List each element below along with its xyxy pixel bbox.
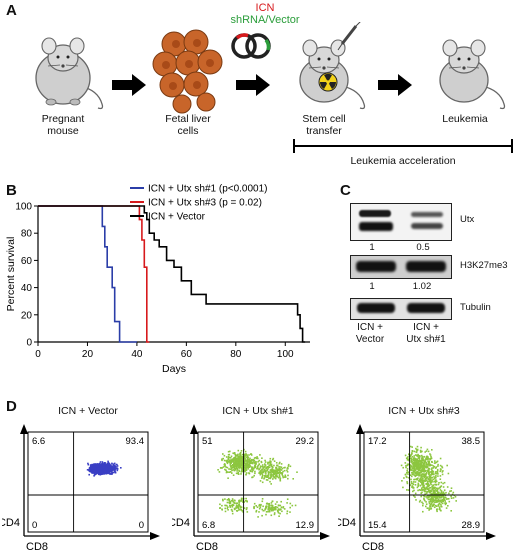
y-axis-title: Percent survival	[5, 237, 17, 312]
cd8-axis-label: CD8	[362, 541, 384, 550]
panel-b-letter: B	[6, 182, 17, 199]
h3k27me3-blot	[350, 255, 452, 279]
tubulin-blot	[350, 298, 452, 320]
cd8-axis-label: CD8	[26, 541, 48, 550]
cd4-axis-label: CD4	[338, 517, 356, 529]
flow-arrow-1	[112, 74, 146, 96]
legend-entry: ICN + Vector	[148, 212, 206, 223]
quadrant-value-bottom-right: 28.9	[462, 520, 481, 531]
x-tick-label: 100	[277, 349, 294, 360]
quadrant-value-top-right: 38.5	[462, 436, 481, 447]
x-tick-label: 80	[230, 349, 242, 360]
quadrant-value-top-right: 29.2	[296, 436, 315, 447]
plasmid-icon	[231, 33, 271, 59]
quadrant-value-top-left: 17.2	[368, 436, 387, 447]
panel-c-letter: C	[340, 182, 351, 199]
quadrant-value-bottom-right: 12.9	[296, 520, 315, 531]
step-label-fetal-liver-cells: Fetal liver cells	[165, 113, 211, 137]
utx-blot-label: Utx	[460, 214, 475, 225]
flow-plot-title: ICN + Utx sh#1	[222, 405, 294, 417]
legend-entry: ICN + Utx sh#3 (p = 0.02)	[148, 198, 262, 209]
flow-plot: 51 29.2 6.8 12.9 CD4 CD8	[172, 424, 330, 550]
survival-curve-2	[38, 205, 150, 343]
x-tick-label: 20	[82, 349, 94, 360]
quadrant-value-top-left: 51	[202, 436, 213, 447]
fetal-liver-cells-icon	[152, 29, 223, 114]
y-axis-arrowhead	[20, 424, 28, 434]
flow-arrow-3	[378, 74, 412, 96]
lane-label-sh1: ICN + Utx sh#1	[406, 322, 446, 345]
utx-quant-vector: 1	[369, 242, 375, 253]
y-tick-label: 80	[21, 229, 33, 240]
pregnant-mouse-icon	[35, 37, 104, 110]
leukemia-acceleration-label: Leukemia acceleration	[350, 155, 456, 167]
x-axis-arrowhead	[150, 532, 160, 540]
flow-plot: 17.2 38.5 15.4 28.9 CD4 CD8	[338, 424, 496, 550]
x-tick-label: 40	[131, 349, 143, 360]
quadrant-value-top-left: 6.6	[32, 436, 45, 447]
survival-curve-1	[38, 205, 137, 343]
y-tick-label: 40	[21, 283, 33, 294]
h3k27me3-quant-sh1: 1.02	[412, 281, 432, 292]
construct-icn-label: ICN	[255, 2, 275, 14]
leukemia-mouse-icon	[439, 39, 506, 110]
panel-a-letter: A	[6, 2, 17, 19]
cd4-axis-label: CD4	[2, 517, 20, 529]
quadrant-value-bottom-left: 6.8	[202, 520, 215, 531]
h3k27me3-quant-vector: 1	[369, 281, 375, 292]
quadrant-value-bottom-right: 0	[139, 520, 144, 531]
utx-quant-sh1: 0.5	[416, 242, 430, 253]
quadrant-value-bottom-left: 15.4	[368, 520, 387, 531]
quadrant-value-top-right: 93.4	[126, 436, 145, 447]
quadrant-value-bottom-left: 0	[32, 520, 37, 531]
tubulin-blot-label: Tubulin	[460, 302, 491, 313]
leukemia-acceleration-bracket	[293, 139, 513, 153]
step-label-leukemia: Leukemia	[442, 113, 488, 125]
cd8-axis-label: CD8	[196, 541, 218, 550]
legend-entry: ICN + Utx sh#1 (p<0.0001)	[148, 184, 268, 195]
stem-cell-transfer-mouse-icon	[299, 22, 366, 110]
flow-plot-frame	[27, 431, 149, 533]
flow-arrow-2	[236, 74, 270, 96]
flow-plot-frame	[197, 431, 319, 533]
y-tick-label: 0	[26, 338, 32, 349]
x-tick-label: 0	[35, 349, 41, 360]
lane-label-vector: ICN + Vector	[355, 322, 385, 345]
h3k27me3-blot-label: H3K27me3	[460, 260, 508, 271]
flow-plot-title: ICN + Utx sh#3	[388, 405, 460, 417]
cd4-axis-label: CD4	[172, 517, 190, 529]
x-tick-label: 60	[181, 349, 193, 360]
y-tick-label: 20	[21, 310, 33, 321]
x-axis-title: Days	[162, 363, 186, 375]
flow-plot-title: ICN + Vector	[58, 405, 118, 417]
survival-chart: 0 20 40 60 80 100 0 20 40 60 80 100 Days Percent surv…	[5, 184, 310, 375]
step-label-stem-cell-transfer: Stem cell transfer	[302, 113, 346, 137]
x-axis-arrowhead	[486, 532, 496, 540]
y-tick-label: 60	[21, 256, 33, 267]
y-axis-arrowhead	[190, 424, 198, 434]
events-cloud	[400, 445, 457, 513]
flow-plot: 6.6 93.4 0 0 CD4 CD8	[2, 424, 160, 550]
events-cloud	[86, 460, 122, 477]
y-tick-label: 100	[15, 202, 32, 213]
utx-blot	[350, 203, 452, 241]
construct-shrna-label: shRNA/Vector	[230, 14, 300, 26]
y-axis-arrowhead	[356, 424, 364, 434]
panel-d-letter: D	[6, 398, 17, 415]
survival-curve-3	[38, 205, 306, 343]
events-cloud	[217, 448, 298, 518]
step-label-pregnant-mouse: Pregnant mouse	[41, 113, 85, 137]
x-axis-arrowhead	[320, 532, 330, 540]
